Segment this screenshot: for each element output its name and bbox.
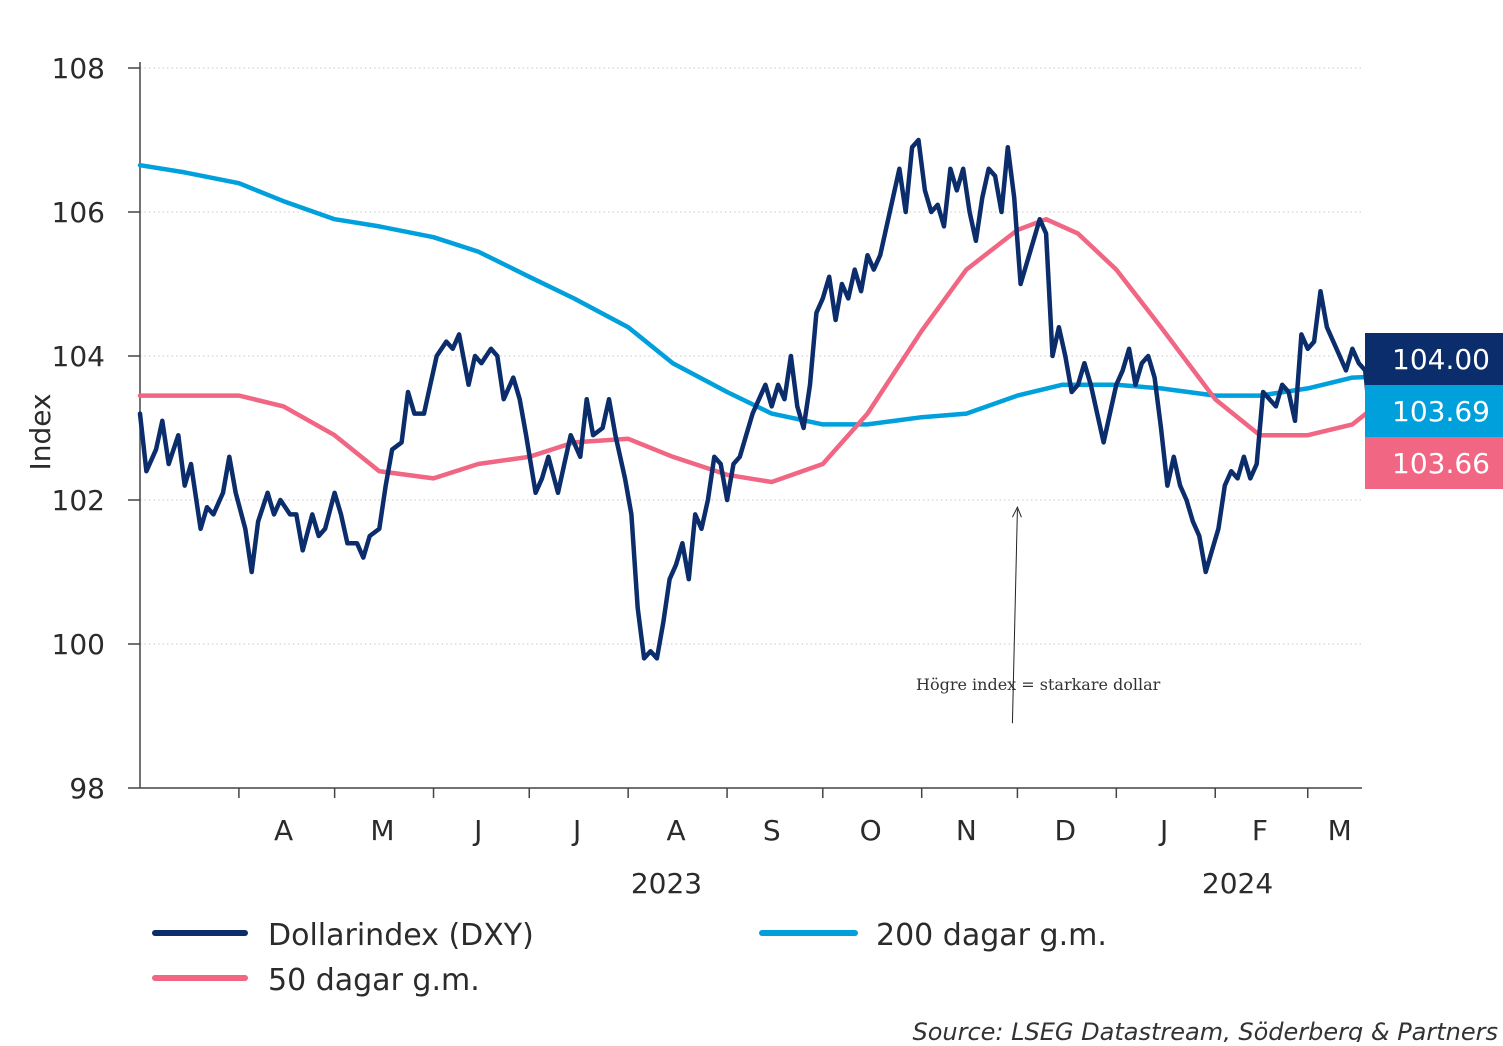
value-badge: 103.69 (1365, 385, 1503, 437)
x-month-label: A (666, 814, 685, 847)
value-badge-box (1365, 333, 1503, 385)
y-tick-label: 106 (52, 196, 105, 229)
value-badge: 104.00 (1365, 333, 1503, 385)
value-badge-box (1365, 437, 1503, 489)
x-month-label: J (1158, 814, 1168, 847)
series-line-dxy (137, 137, 1419, 661)
value-badge-box (1365, 385, 1503, 437)
x-month-label: J (571, 814, 581, 847)
annotation: Högre index = starkare dollar (916, 505, 1161, 724)
y-tick-label: 100 (52, 628, 105, 661)
y-tick-label: 108 (52, 52, 105, 85)
y-axis-title: Index (24, 393, 57, 470)
legend-label: 200 dagar g.m. (876, 918, 1107, 953)
series (137, 137, 1419, 661)
x-month-label: N (956, 814, 977, 847)
x-year-label: 2023 (631, 867, 702, 900)
x-month-label: J (472, 814, 482, 847)
x-month-label: M (1328, 814, 1352, 847)
x-month-label: D (1054, 814, 1076, 847)
y-tick-label: 104 (52, 340, 105, 373)
value-badge-label: 103.66 (1392, 447, 1490, 480)
series-line-ma50 (137, 216, 1419, 485)
y-tick-label: 98 (69, 772, 105, 805)
x-month-label: S (763, 814, 781, 847)
x-month-label: F (1252, 814, 1268, 847)
legend-item: Dollarindex (DXY) (152, 918, 534, 953)
gridlines (140, 67, 1362, 645)
axes: Index 98 100 102 104 106 108 A M J J A S O N D J F M 2023 2… (24, 52, 1362, 900)
source-note: Source: LSEG Datastream, Söderberg & Par… (912, 1018, 1498, 1042)
x-year-label: 2024 (1202, 867, 1273, 900)
annotation-arrow (1011, 509, 1018, 724)
x-month-label: O (860, 814, 882, 847)
x-month-label: A (274, 814, 293, 847)
y-tick-label: 102 (52, 484, 105, 517)
series-line-ma200 (137, 162, 1419, 427)
legend-item: 50 dagar g.m. (152, 963, 480, 998)
value-badge-label: 103.69 (1392, 395, 1490, 428)
x-month-label: M (370, 814, 394, 847)
legend-label: 50 dagar g.m. (268, 963, 480, 998)
legend-label: Dollarindex (DXY) (268, 918, 534, 953)
annotation-arrow-head (1011, 505, 1022, 518)
value-badge: 103.66 (1365, 437, 1503, 489)
value-badges: 104.00 103.69 103.66 (1365, 333, 1503, 489)
value-badge-label: 104.00 (1392, 343, 1490, 376)
legend-item: 200 dagar g.m. (759, 918, 1107, 953)
annotation-text: Högre index = starkare dollar (916, 675, 1161, 694)
legend: Dollarindex (DXY) 200 dagar g.m. 50 dagar … (152, 918, 1107, 998)
